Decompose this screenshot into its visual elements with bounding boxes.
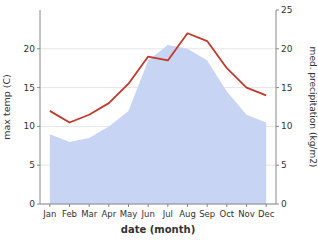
x-tick-label: Jun bbox=[141, 209, 155, 219]
y2-axis-line bbox=[276, 10, 277, 204]
axes: 0 5 10 15 20 0 5 10 15 20 25 Jan Feb MarApr MayJun Jul A… bbox=[24, 5, 293, 219]
grid-line bbox=[40, 48, 276, 49]
y-axis-label: max temp (C) bbox=[1, 74, 12, 140]
x-tick-label: Jan bbox=[42, 209, 56, 219]
x-tick-label: Dec bbox=[258, 209, 275, 219]
y-tick-label: 0 bbox=[29, 199, 35, 209]
y2-tick-label: 25 bbox=[281, 5, 292, 15]
x-axis-line bbox=[40, 204, 276, 205]
x-tick-label: Apr bbox=[101, 209, 116, 219]
x-tick bbox=[226, 204, 227, 207]
y2-tick bbox=[276, 48, 279, 49]
x-tick-label: May bbox=[120, 209, 138, 219]
x-tick bbox=[148, 204, 149, 207]
x-tick bbox=[128, 204, 129, 207]
y-tick-label: 20 bbox=[24, 44, 36, 54]
x-tick bbox=[167, 204, 168, 207]
y2-tick-label: 10 bbox=[281, 121, 293, 131]
y-tick-label: 10 bbox=[24, 121, 36, 131]
grid-line bbox=[40, 204, 276, 205]
line bbox=[50, 33, 266, 122]
y2-tick-label: 15 bbox=[281, 83, 292, 93]
y2-tick-label: 0 bbox=[281, 199, 287, 209]
y-tick-label: 15 bbox=[24, 83, 35, 93]
y-tick bbox=[37, 87, 40, 88]
x-tick bbox=[207, 204, 208, 207]
y-axis-line bbox=[40, 10, 41, 204]
y-tick bbox=[37, 204, 40, 205]
y2-tick bbox=[276, 126, 279, 127]
y2-tick bbox=[276, 10, 279, 11]
y2-tick-label: 5 bbox=[281, 160, 287, 170]
x-axis-label: date (month) bbox=[121, 224, 195, 235]
x-tick bbox=[49, 204, 50, 207]
y2-axis-label: med. precipitation (kg/m2) bbox=[308, 47, 318, 168]
x-tick-label: Sep bbox=[199, 209, 215, 219]
y-tick bbox=[37, 48, 40, 49]
x-tick bbox=[246, 204, 247, 207]
y-tick-label: 5 bbox=[29, 160, 35, 170]
x-tick bbox=[69, 204, 70, 207]
y2-tick bbox=[276, 204, 279, 205]
area bbox=[50, 45, 266, 204]
x-tick-label: Jul bbox=[162, 209, 173, 219]
data-layer bbox=[50, 33, 266, 204]
y2-tick-label: 20 bbox=[281, 44, 293, 54]
x-tick-label: Aug bbox=[179, 209, 196, 219]
chart: 0 5 10 15 20 0 5 10 15 20 25 Jan Feb MarApr MayJun Jul A… bbox=[0, 0, 318, 242]
x-tick-label: Mar bbox=[81, 209, 98, 219]
x-tick bbox=[108, 204, 109, 207]
y-tick bbox=[37, 165, 40, 166]
y2-tick bbox=[276, 165, 279, 166]
x-tick-label: Oct bbox=[219, 209, 234, 219]
x-tick-label: Nov bbox=[238, 209, 255, 219]
y2-tick bbox=[276, 87, 279, 88]
x-tick bbox=[187, 204, 188, 207]
y-tick bbox=[37, 126, 40, 127]
x-tick bbox=[266, 204, 267, 207]
x-tick-label: Feb bbox=[62, 209, 77, 219]
x-tick bbox=[89, 204, 90, 207]
chart-container: 0 5 10 15 20 0 5 10 15 20 25 Jan Feb MarApr MayJun Jul A… bbox=[0, 0, 318, 242]
